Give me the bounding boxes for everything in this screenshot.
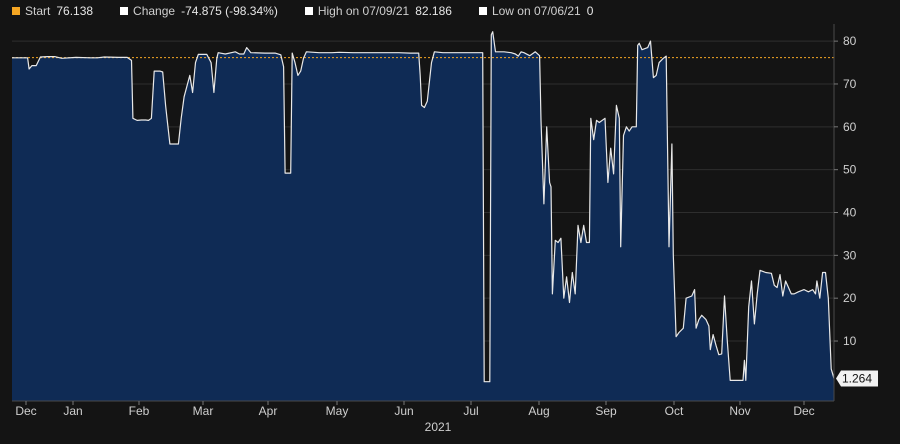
legend-low: Low on 07/06/21 0 <box>478 4 594 18</box>
y-axis-ticks: 10 20 30 40 50 60 70 80 <box>834 34 857 348</box>
x-tick-label-jan-1: Jan <box>63 404 82 418</box>
x-tick-label-aug-8: Aug <box>528 404 549 418</box>
y-tick-label-70: 70 <box>843 77 857 91</box>
x-axis-ticks: Dec Jan Feb Mar Apr May Jun Jul Aug Sep Oct Nov Dec <box>15 401 815 418</box>
x-tick-label-feb-2: Feb <box>129 404 150 418</box>
series-line <box>12 31 835 383</box>
legend-change-label: Change <box>133 4 176 18</box>
x-tick-label-dec-0: Dec <box>15 404 36 418</box>
legend-high-value: 82.186 <box>415 4 452 18</box>
legend-start: Start 76.138 <box>12 4 93 18</box>
legend-high-label: High on 07/09/21 <box>317 4 410 18</box>
legend-start-value: 76.138 <box>56 4 94 18</box>
last-value-badge-shape <box>836 370 878 387</box>
x-tick-label-jul-7: Jul <box>463 404 478 418</box>
chart-legend: Start 76.138 Change -74.875 (-98.34%) Hi… <box>12 3 620 19</box>
x-tick-label-nov-11: Nov <box>729 404 750 418</box>
x-tick-label-jun-6: Jun <box>394 404 413 418</box>
x-tick-label-mar-3: Mar <box>193 404 214 418</box>
x-tick-label-may-5: May <box>326 404 349 418</box>
legend-change-swatch <box>120 7 129 15</box>
y-tick-label-20: 20 <box>843 291 857 305</box>
y-tick-label-30: 30 <box>843 248 857 262</box>
legend-change-value: -74.875 (-98.34%) <box>181 4 278 18</box>
legend-change: Change -74.875 (-98.34%) <box>120 4 278 18</box>
y-tick-label-10: 10 <box>843 334 857 348</box>
y-tick-label-50: 50 <box>843 163 857 177</box>
y-tick-label-60: 60 <box>843 120 857 134</box>
last-value-label: 1.264 <box>842 371 872 385</box>
x-tick-label-apr-4: Apr <box>259 404 278 418</box>
x-tick-label-oct-10: Oct <box>665 404 684 418</box>
y-tick-label-80: 80 <box>843 34 857 48</box>
legend-high-swatch <box>304 7 313 15</box>
last-value-badge: 1.264 <box>836 370 878 387</box>
x-tick-label-sep-9: Sep <box>595 404 617 418</box>
legend-low-label: Low on 07/06/21 <box>491 4 581 18</box>
year-label: 2021 <box>425 420 452 434</box>
legend-start-swatch <box>12 7 20 15</box>
y-tick-label-40: 40 <box>843 206 857 220</box>
legend-low-swatch <box>478 7 487 15</box>
legend-high: High on 07/09/21 82.186 <box>304 4 452 18</box>
legend-low-value: 0 <box>586 4 594 18</box>
x-tick-label-dec-12: Dec <box>793 404 814 418</box>
legend-start-label: Start <box>25 4 51 18</box>
series-area <box>12 31 834 401</box>
